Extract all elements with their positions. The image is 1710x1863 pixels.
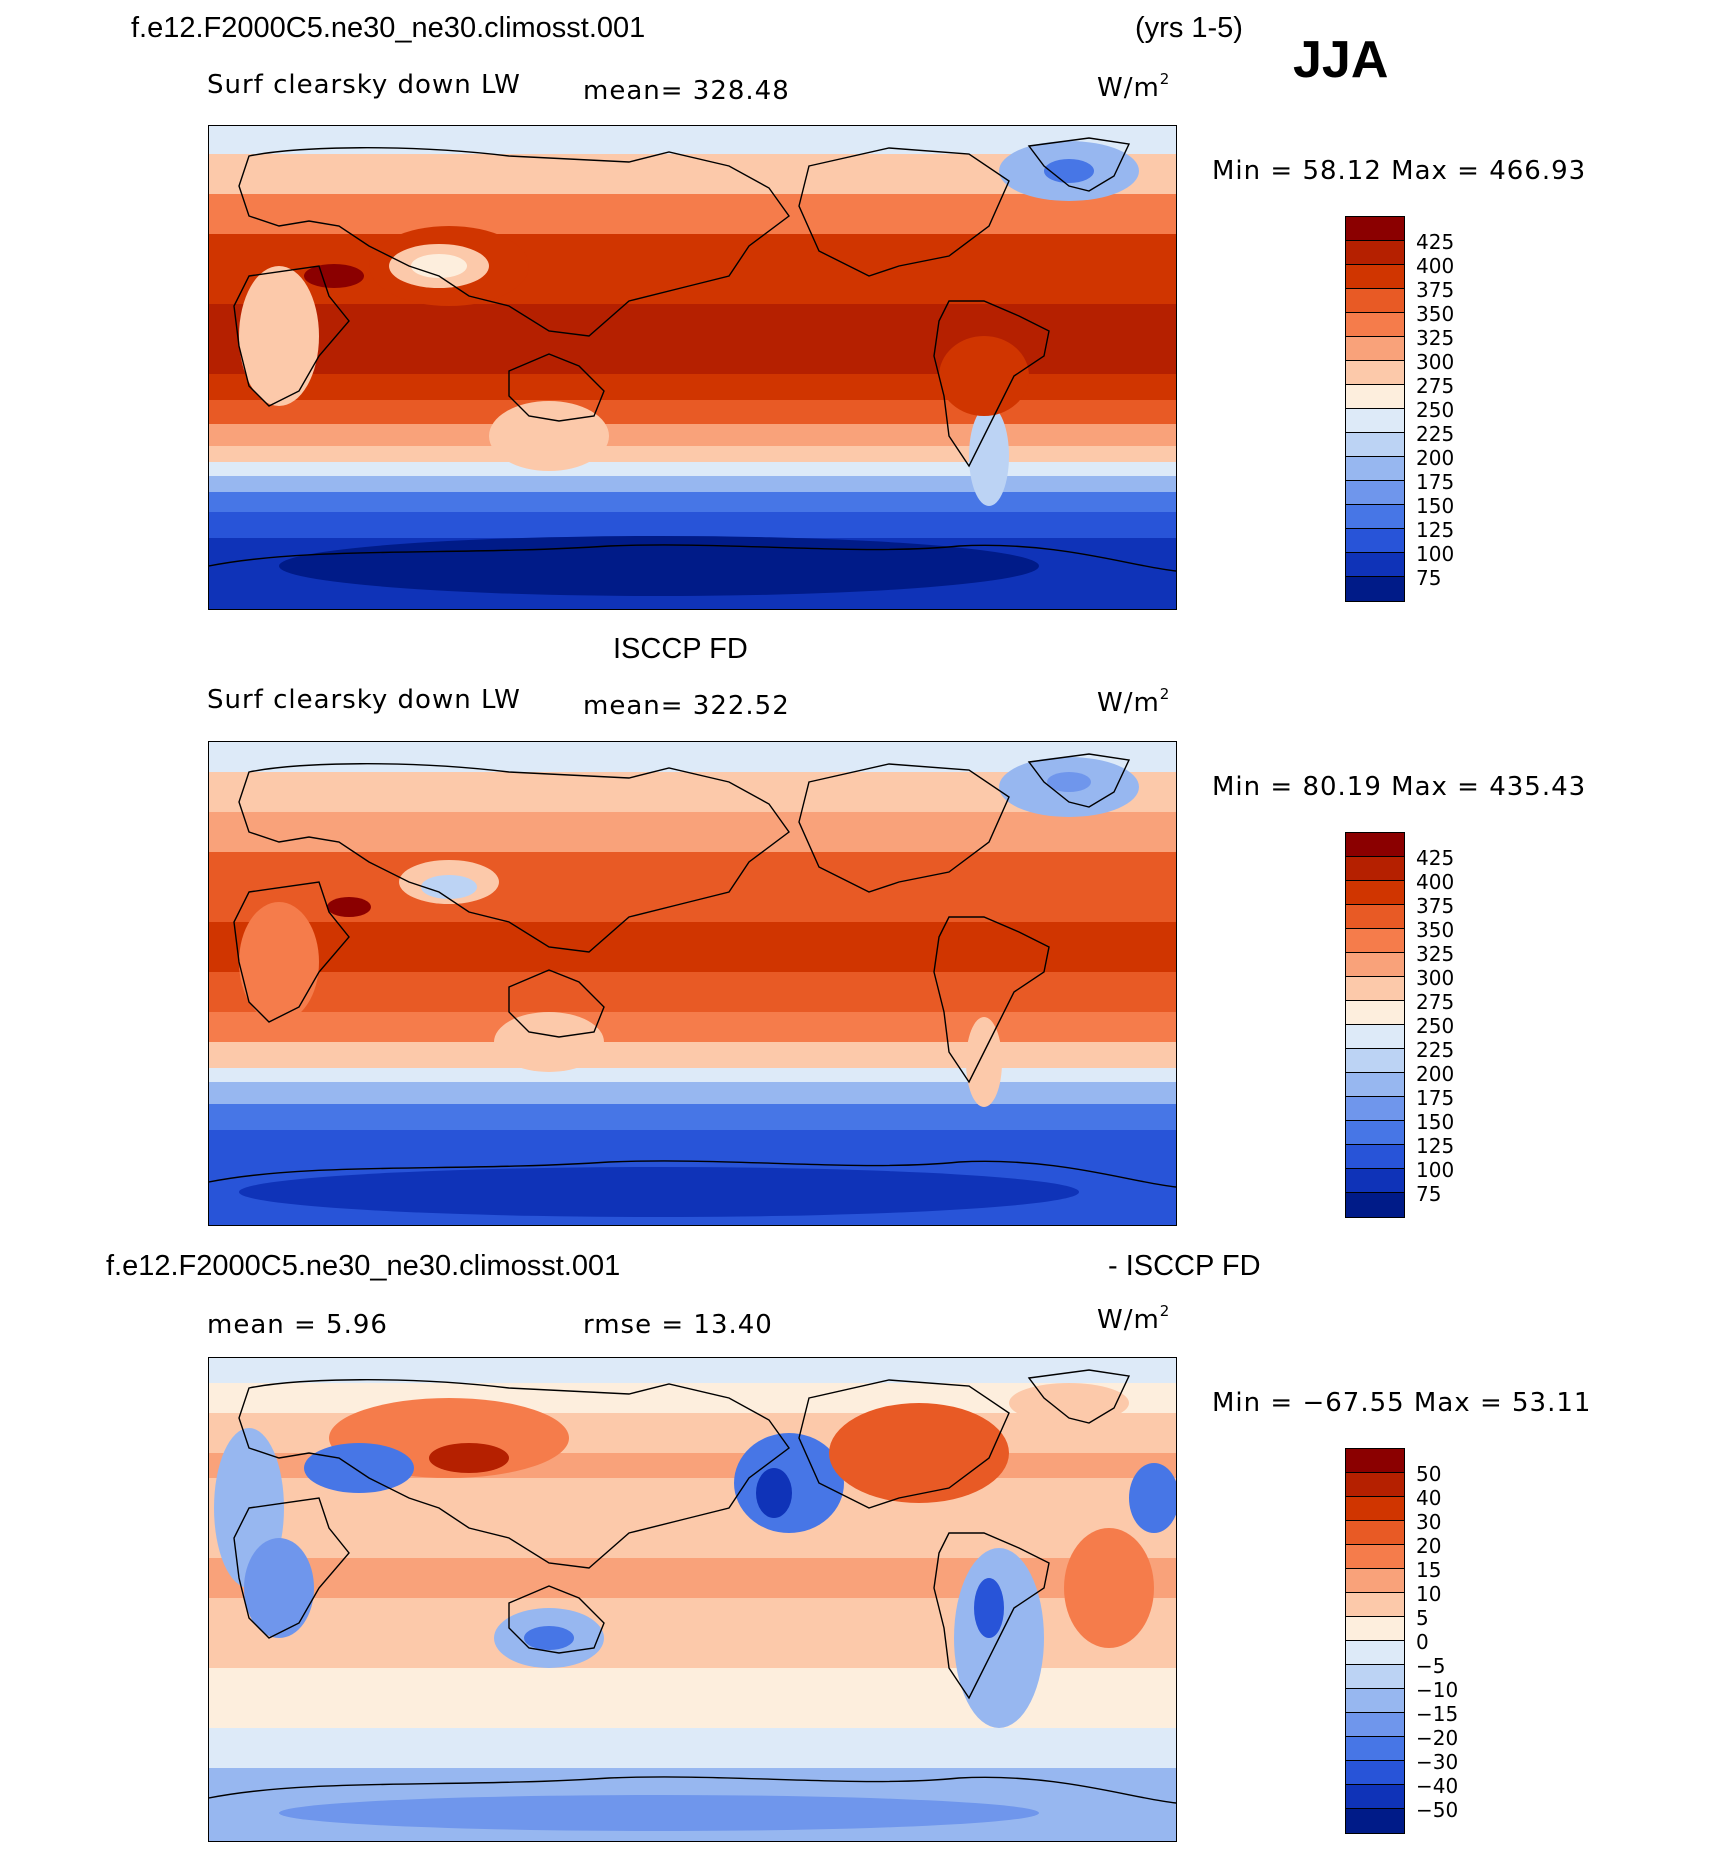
- cbar1-tick: 125: [1416, 518, 1455, 542]
- cbar2-tick: 75: [1416, 1182, 1442, 1206]
- cbar3-tick: −5: [1416, 1654, 1446, 1678]
- panel1-colorbar: [1345, 216, 1405, 602]
- cbar3-tick: −40: [1416, 1774, 1459, 1798]
- cbar2-tick: 200: [1416, 1062, 1455, 1086]
- cbar1-tick: 250: [1416, 398, 1455, 422]
- cbar1-tick: 325: [1416, 326, 1455, 350]
- cbar1-tick: 300: [1416, 350, 1455, 374]
- panel3-mean: mean = 5.96: [207, 1310, 388, 1340]
- panel2-colorbar: [1345, 832, 1405, 1218]
- cbar1-tick: 175: [1416, 470, 1455, 494]
- cbar2-tick: 225: [1416, 1038, 1455, 1062]
- panel3-colorbar-labels: 50 40 30 20 15 10 5 0 −5 −10 −15 −20 −30…: [1416, 1462, 1458, 1822]
- cbar3-tick: −10: [1416, 1678, 1459, 1702]
- cbar2-tick: 150: [1416, 1110, 1455, 1134]
- panel2-mean: mean= 322.52: [583, 691, 790, 721]
- cbar3-tick: 30: [1416, 1510, 1442, 1534]
- cbar2-tick: 425: [1416, 846, 1455, 870]
- cbar2-tick: 125: [1416, 1134, 1455, 1158]
- cbar3-tick: 15: [1416, 1558, 1442, 1582]
- case-title: f.e12.F2000C5.ne30_ne30.climosst.001: [131, 12, 646, 44]
- panel1-units: W/m2: [1097, 70, 1171, 103]
- cbar1-tick: 400: [1416, 254, 1455, 278]
- cbar1-tick: 200: [1416, 446, 1455, 470]
- cbar3-tick: 10: [1416, 1582, 1442, 1606]
- panel2-variable: Surf clearsky down LW: [207, 685, 521, 715]
- cbar1-tick: 150: [1416, 494, 1455, 518]
- cbar2-tick: 325: [1416, 942, 1455, 966]
- panel1-mean: mean= 328.48: [583, 76, 790, 106]
- panel3-rmse: rmse = 13.40: [583, 1310, 773, 1340]
- cbar3-tick: −15: [1416, 1702, 1459, 1726]
- cbar3-tick: 40: [1416, 1486, 1442, 1510]
- cbar1-tick: 100: [1416, 542, 1455, 566]
- cbar2-tick: 175: [1416, 1086, 1455, 1110]
- cbar3-tick: 50: [1416, 1462, 1442, 1486]
- cbar1-tick: 275: [1416, 374, 1455, 398]
- years-label: (yrs 1-5): [1135, 12, 1243, 44]
- cbar2-tick: 275: [1416, 990, 1455, 1014]
- cbar3-tick: −50: [1416, 1798, 1459, 1822]
- panel1-variable: Surf clearsky down LW: [207, 70, 521, 100]
- cbar1-tick: 375: [1416, 278, 1455, 302]
- cbar1-tick: 75: [1416, 566, 1442, 590]
- cbar2-tick: 250: [1416, 1014, 1455, 1038]
- panel3-title-left: f.e12.F2000C5.ne30_ne30.climosst.001: [106, 1250, 621, 1282]
- cbar3-tick: −30: [1416, 1750, 1459, 1774]
- panel2-minmax: Min = 80.19 Max = 435.43: [1212, 772, 1587, 802]
- panel2-colorbar-labels: 425 400 375 350 325 300 275 250 225 200 …: [1416, 846, 1454, 1206]
- panel3-title-right: - ISCCP FD: [1108, 1250, 1261, 1282]
- cbar3-tick: 20: [1416, 1534, 1442, 1558]
- panel3-minmax: Min = −67.55 Max = 53.11: [1212, 1388, 1592, 1418]
- panel1-minmax: Min = 58.12 Max = 466.93: [1212, 156, 1587, 186]
- cbar3-tick: −20: [1416, 1726, 1459, 1750]
- cbar1-tick: 350: [1416, 302, 1455, 326]
- panel3-map: [208, 1357, 1177, 1842]
- cbar2-tick: 300: [1416, 966, 1455, 990]
- panel3-colorbar: [1345, 1448, 1405, 1834]
- cbar1-tick: 425: [1416, 230, 1455, 254]
- season-label: JJA: [1293, 31, 1389, 89]
- panel3-units: W/m2: [1097, 1302, 1171, 1335]
- cbar3-tick: 0: [1416, 1630, 1429, 1654]
- cbar2-tick: 350: [1416, 918, 1455, 942]
- panel2-map: [208, 741, 1177, 1226]
- cbar2-tick: 375: [1416, 894, 1455, 918]
- panel1-colorbar-labels: 425 400 375 350 325 300 275 250 225 200 …: [1416, 230, 1454, 590]
- cbar2-tick: 400: [1416, 870, 1455, 894]
- panel1-map: [208, 125, 1177, 610]
- cbar2-tick: 100: [1416, 1158, 1455, 1182]
- cbar1-tick: 225: [1416, 422, 1455, 446]
- cbar3-tick: 5: [1416, 1606, 1429, 1630]
- panel2-units: W/m2: [1097, 685, 1171, 718]
- panel2-title: ISCCP FD: [613, 633, 748, 665]
